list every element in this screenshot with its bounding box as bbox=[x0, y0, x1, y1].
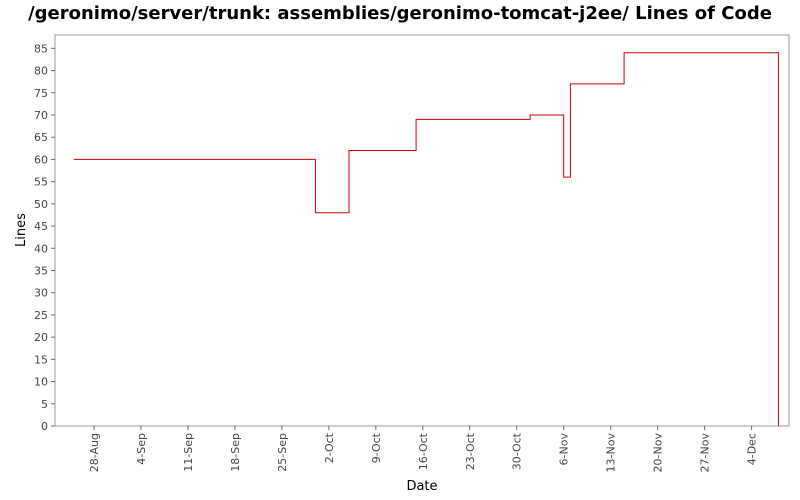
series-line bbox=[73, 52, 779, 426]
y-tick-label: 30 bbox=[34, 287, 48, 300]
y-tick-label: 55 bbox=[34, 176, 48, 189]
y-tick-label: 35 bbox=[34, 264, 48, 277]
plot-area bbox=[54, 34, 790, 427]
y-axis-label: Lines bbox=[14, 213, 29, 247]
x-axis-label: Date bbox=[406, 479, 437, 494]
x-tick-label: 27-Nov bbox=[699, 433, 712, 473]
chart-title: /geronimo/server/trunk: assemblies/geron… bbox=[28, 3, 772, 24]
x-tick-label: 23-Oct bbox=[464, 432, 477, 470]
x-axis: 28-Aug 4-Sep 11-Sep 18-Sep 25-Sep 2-Oct 9-Oct 1… bbox=[88, 426, 759, 472]
x-tick-label: 6-Nov bbox=[558, 433, 571, 466]
y-tick-label: 45 bbox=[34, 220, 48, 233]
y-axis: 0 5 10 15 20 25 30 35 40 45 50 55 60 65 70 75 80 85 bbox=[34, 42, 55, 433]
x-tick-label: 4-Sep bbox=[135, 433, 148, 465]
x-tick-label: 25-Sep bbox=[276, 433, 289, 472]
y-tick-label: 85 bbox=[34, 42, 48, 55]
x-tick-label: 13-Nov bbox=[605, 433, 618, 473]
y-tick-label: 15 bbox=[34, 353, 48, 366]
y-tick-label: 10 bbox=[34, 376, 48, 389]
y-tick-label: 80 bbox=[34, 65, 48, 78]
x-tick-label: 11-Sep bbox=[182, 433, 195, 472]
x-tick-label: 30-Oct bbox=[511, 432, 524, 470]
y-tick-label: 75 bbox=[34, 87, 48, 100]
y-tick-label: 40 bbox=[34, 242, 48, 255]
x-tick-label: 28-Aug bbox=[88, 433, 101, 472]
y-tick-label: 50 bbox=[34, 198, 48, 211]
y-tick-label: 65 bbox=[34, 131, 48, 144]
y-tick-label: 0 bbox=[41, 420, 48, 433]
y-tick-label: 5 bbox=[41, 398, 48, 411]
y-tick-label: 70 bbox=[34, 109, 48, 122]
y-tick-label: 60 bbox=[34, 153, 48, 166]
y-tick-label: 25 bbox=[34, 309, 48, 322]
x-tick-label: 16-Oct bbox=[417, 432, 430, 470]
x-tick-label: 18-Sep bbox=[229, 433, 242, 472]
x-tick-label: 4-Dec bbox=[746, 433, 759, 465]
x-tick-label: 9-Oct bbox=[370, 432, 383, 463]
y-tick-label: 20 bbox=[34, 331, 48, 344]
x-tick-label: 20-Nov bbox=[652, 433, 665, 473]
x-tick-label: 2-Oct bbox=[323, 432, 336, 463]
